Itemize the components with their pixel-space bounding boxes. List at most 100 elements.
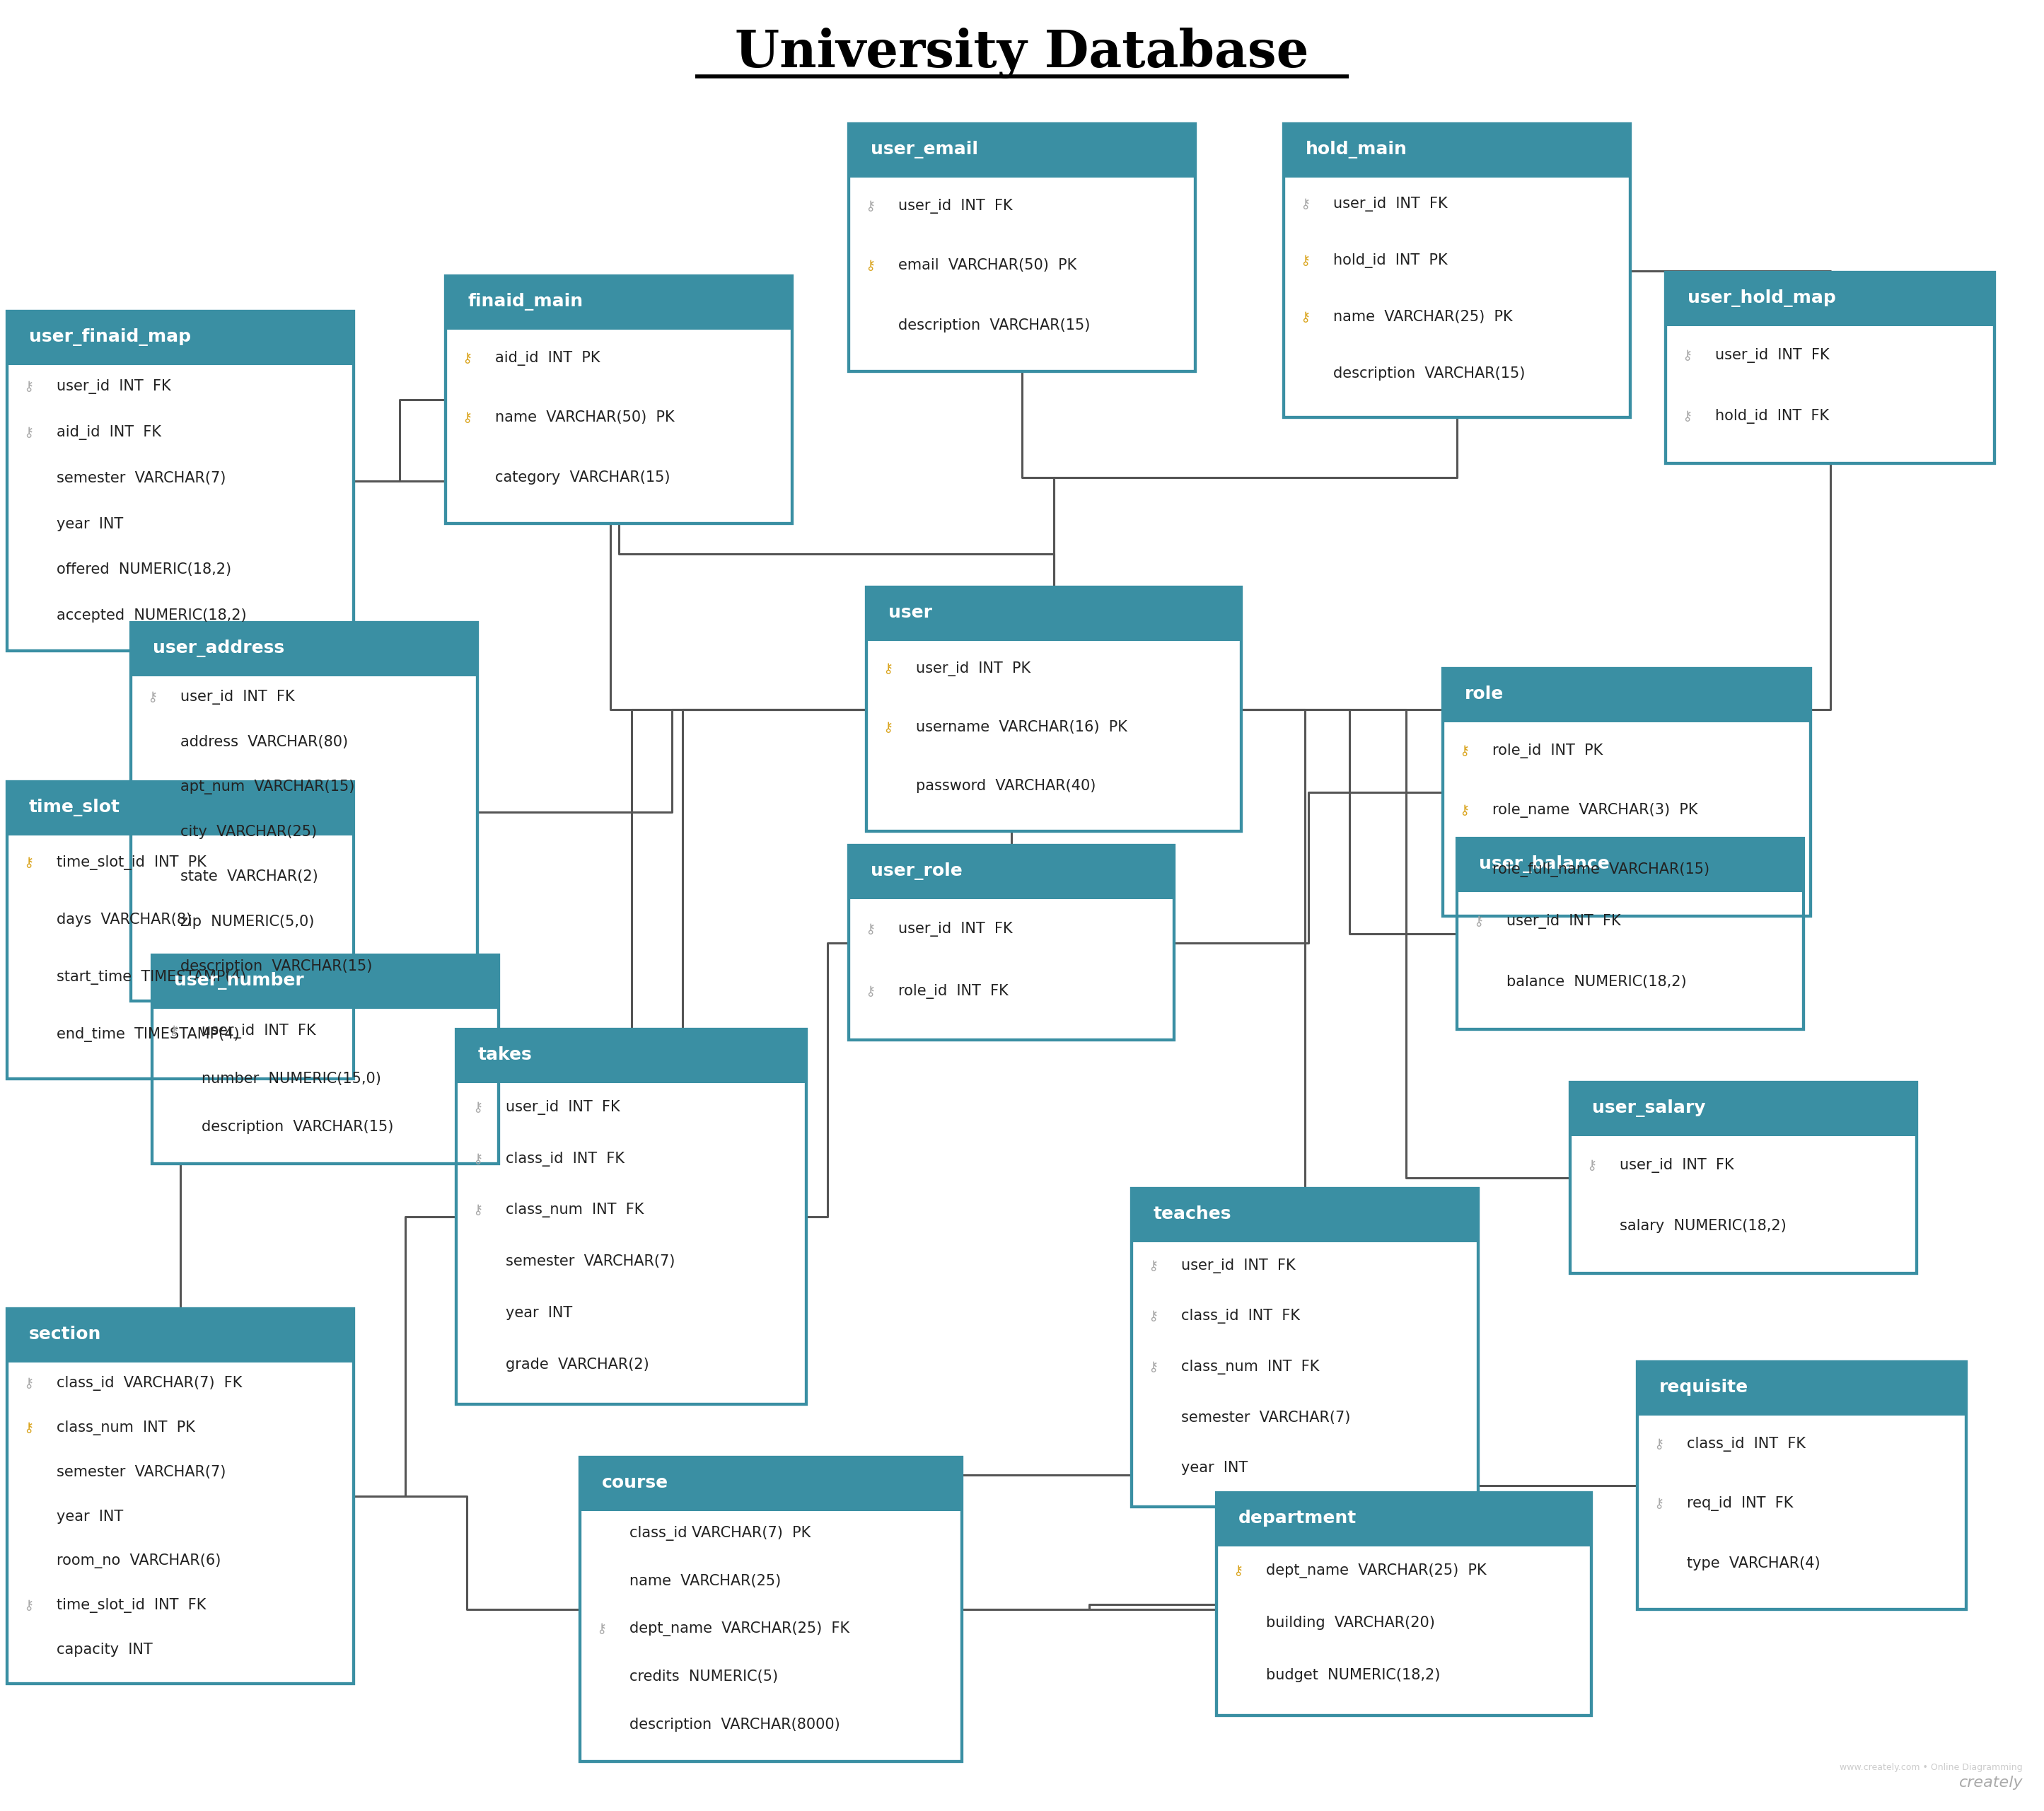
Text: user_id  INT  FK: user_id INT FK bbox=[897, 199, 1012, 214]
Text: class_id VARCHAR(7)  PK: class_id VARCHAR(7) PK bbox=[630, 1527, 811, 1541]
Text: address  VARCHAR(80): address VARCHAR(80) bbox=[180, 735, 347, 750]
Text: ⚷: ⚷ bbox=[1149, 1309, 1157, 1324]
Text: ⚷: ⚷ bbox=[22, 1376, 33, 1391]
FancyBboxPatch shape bbox=[446, 275, 793, 326]
Text: description  VARCHAR(15): description VARCHAR(15) bbox=[180, 960, 372, 974]
FancyBboxPatch shape bbox=[848, 846, 1173, 1040]
Text: budget  NUMERIC(18,2): budget NUMERIC(18,2) bbox=[1265, 1668, 1441, 1682]
FancyBboxPatch shape bbox=[1132, 1188, 1478, 1239]
FancyBboxPatch shape bbox=[1443, 668, 1811, 916]
Text: user_finaid_map: user_finaid_map bbox=[29, 328, 190, 346]
FancyBboxPatch shape bbox=[580, 1458, 963, 1762]
Text: section: section bbox=[29, 1326, 102, 1342]
Text: user_id  INT  FK: user_id INT FK bbox=[1333, 197, 1447, 212]
FancyBboxPatch shape bbox=[6, 1309, 354, 1360]
Bar bbox=[151, 978, 499, 1009]
Text: ⚷: ⚷ bbox=[1654, 1438, 1664, 1451]
FancyBboxPatch shape bbox=[867, 587, 1241, 831]
FancyBboxPatch shape bbox=[1284, 123, 1631, 417]
Text: state  VARCHAR(2): state VARCHAR(2) bbox=[180, 869, 319, 884]
Bar bbox=[6, 335, 354, 364]
Text: ⚷: ⚷ bbox=[1682, 409, 1692, 422]
FancyBboxPatch shape bbox=[1666, 272, 1995, 464]
FancyBboxPatch shape bbox=[131, 623, 478, 1001]
Text: ⚷: ⚷ bbox=[865, 259, 875, 272]
Text: user_id  INT  FK: user_id INT FK bbox=[202, 1023, 317, 1040]
Bar bbox=[1216, 1516, 1592, 1547]
Text: requisite: requisite bbox=[1660, 1378, 1748, 1396]
Text: ⚷: ⚷ bbox=[1459, 804, 1470, 817]
Text: hold_id  INT  FK: hold_id INT FK bbox=[1715, 409, 1829, 424]
FancyBboxPatch shape bbox=[6, 782, 354, 833]
Text: year  INT: year INT bbox=[57, 1509, 123, 1523]
Text: class_num  INT  FK: class_num INT FK bbox=[1181, 1360, 1318, 1375]
Bar bbox=[848, 147, 1196, 177]
Text: user_number: user_number bbox=[174, 973, 305, 989]
Text: days  VARCHAR(8): days VARCHAR(8) bbox=[57, 913, 192, 927]
Bar bbox=[6, 1331, 354, 1362]
Text: ⚷: ⚷ bbox=[1682, 348, 1692, 362]
Text: ⚷: ⚷ bbox=[1233, 1565, 1243, 1577]
Text: finaid_main: finaid_main bbox=[468, 293, 583, 310]
Text: ⚷: ⚷ bbox=[472, 1101, 482, 1114]
Text: accepted  NUMERIC(18,2): accepted NUMERIC(18,2) bbox=[57, 608, 247, 623]
Text: class_num  INT  FK: class_num INT FK bbox=[505, 1203, 644, 1217]
Text: University Database: University Database bbox=[736, 27, 1308, 78]
Text: ⚷: ⚷ bbox=[462, 411, 472, 424]
Bar bbox=[1284, 147, 1631, 177]
Text: creately: creately bbox=[1958, 1775, 2024, 1789]
Text: credits  NUMERIC(5): credits NUMERIC(5) bbox=[630, 1670, 779, 1684]
Text: capacity  INT: capacity INT bbox=[57, 1643, 153, 1657]
FancyBboxPatch shape bbox=[456, 1029, 805, 1404]
FancyBboxPatch shape bbox=[6, 311, 354, 362]
Text: ⚷: ⚷ bbox=[1300, 254, 1310, 268]
Text: user_id  INT  PK: user_id INT PK bbox=[916, 661, 1030, 676]
Text: salary  NUMERIC(18,2): salary NUMERIC(18,2) bbox=[1619, 1219, 1786, 1233]
Bar bbox=[867, 610, 1241, 641]
Text: end_time  TIMESTAMP(4): end_time TIMESTAMP(4) bbox=[57, 1027, 239, 1041]
Bar bbox=[580, 1480, 963, 1510]
Text: user_id  INT  FK: user_id INT FK bbox=[1619, 1157, 1733, 1172]
Text: role_id  INT  PK: role_id INT PK bbox=[1492, 743, 1602, 759]
FancyBboxPatch shape bbox=[151, 954, 499, 1164]
Text: year  INT: year INT bbox=[505, 1306, 572, 1320]
Text: user_id  INT  FK: user_id INT FK bbox=[897, 922, 1012, 936]
Text: ⚷: ⚷ bbox=[1654, 1498, 1664, 1510]
Text: role_full_name  VARCHAR(15): role_full_name VARCHAR(15) bbox=[1492, 862, 1709, 877]
Text: user_id  INT  FK: user_id INT FK bbox=[505, 1099, 619, 1116]
Text: name  VARCHAR(50)  PK: name VARCHAR(50) PK bbox=[495, 411, 675, 426]
Text: user_role: user_role bbox=[871, 862, 963, 880]
FancyBboxPatch shape bbox=[6, 1309, 354, 1684]
FancyBboxPatch shape bbox=[848, 123, 1196, 371]
FancyBboxPatch shape bbox=[1457, 838, 1803, 1029]
FancyBboxPatch shape bbox=[1132, 1188, 1478, 1507]
Text: class_id  INT  FK: class_id INT FK bbox=[1686, 1436, 1805, 1451]
Text: ⚷: ⚷ bbox=[1300, 197, 1310, 212]
Text: year  INT: year INT bbox=[57, 516, 123, 531]
Text: ⚷: ⚷ bbox=[865, 922, 875, 936]
Text: description  VARCHAR(15): description VARCHAR(15) bbox=[202, 1119, 394, 1134]
Text: time_slot: time_slot bbox=[29, 799, 121, 817]
Text: ⚷: ⚷ bbox=[22, 857, 33, 869]
Text: www.creately.com • Online Diagramming: www.creately.com • Online Diagramming bbox=[1840, 1762, 2024, 1773]
Bar bbox=[1570, 1105, 1917, 1135]
Text: ⚷: ⚷ bbox=[865, 199, 875, 212]
Text: role: role bbox=[1466, 686, 1504, 703]
Text: offered  NUMERIC(18,2): offered NUMERIC(18,2) bbox=[57, 563, 231, 578]
Text: number  NUMERIC(15,0): number NUMERIC(15,0) bbox=[202, 1072, 380, 1087]
FancyBboxPatch shape bbox=[1666, 272, 1995, 324]
Text: semester  VARCHAR(7): semester VARCHAR(7) bbox=[57, 471, 227, 485]
Bar bbox=[6, 804, 354, 835]
Text: zip  NUMERIC(5,0): zip NUMERIC(5,0) bbox=[180, 915, 315, 929]
Text: time_slot_id  INT  FK: time_slot_id INT FK bbox=[57, 1597, 206, 1612]
Text: user_id  INT  FK: user_id INT FK bbox=[57, 378, 172, 395]
Text: aid_id  INT  PK: aid_id INT PK bbox=[495, 351, 601, 366]
FancyBboxPatch shape bbox=[1443, 668, 1811, 719]
FancyBboxPatch shape bbox=[151, 954, 499, 1005]
Text: name  VARCHAR(25)  PK: name VARCHAR(25) PK bbox=[1333, 310, 1513, 324]
Text: apt_num  VARCHAR(15): apt_num VARCHAR(15) bbox=[180, 779, 354, 795]
Text: ⚷: ⚷ bbox=[1149, 1259, 1157, 1273]
Text: ⚷: ⚷ bbox=[883, 663, 893, 676]
FancyBboxPatch shape bbox=[1637, 1362, 1966, 1610]
Text: description  VARCHAR(8000): description VARCHAR(8000) bbox=[630, 1717, 840, 1731]
